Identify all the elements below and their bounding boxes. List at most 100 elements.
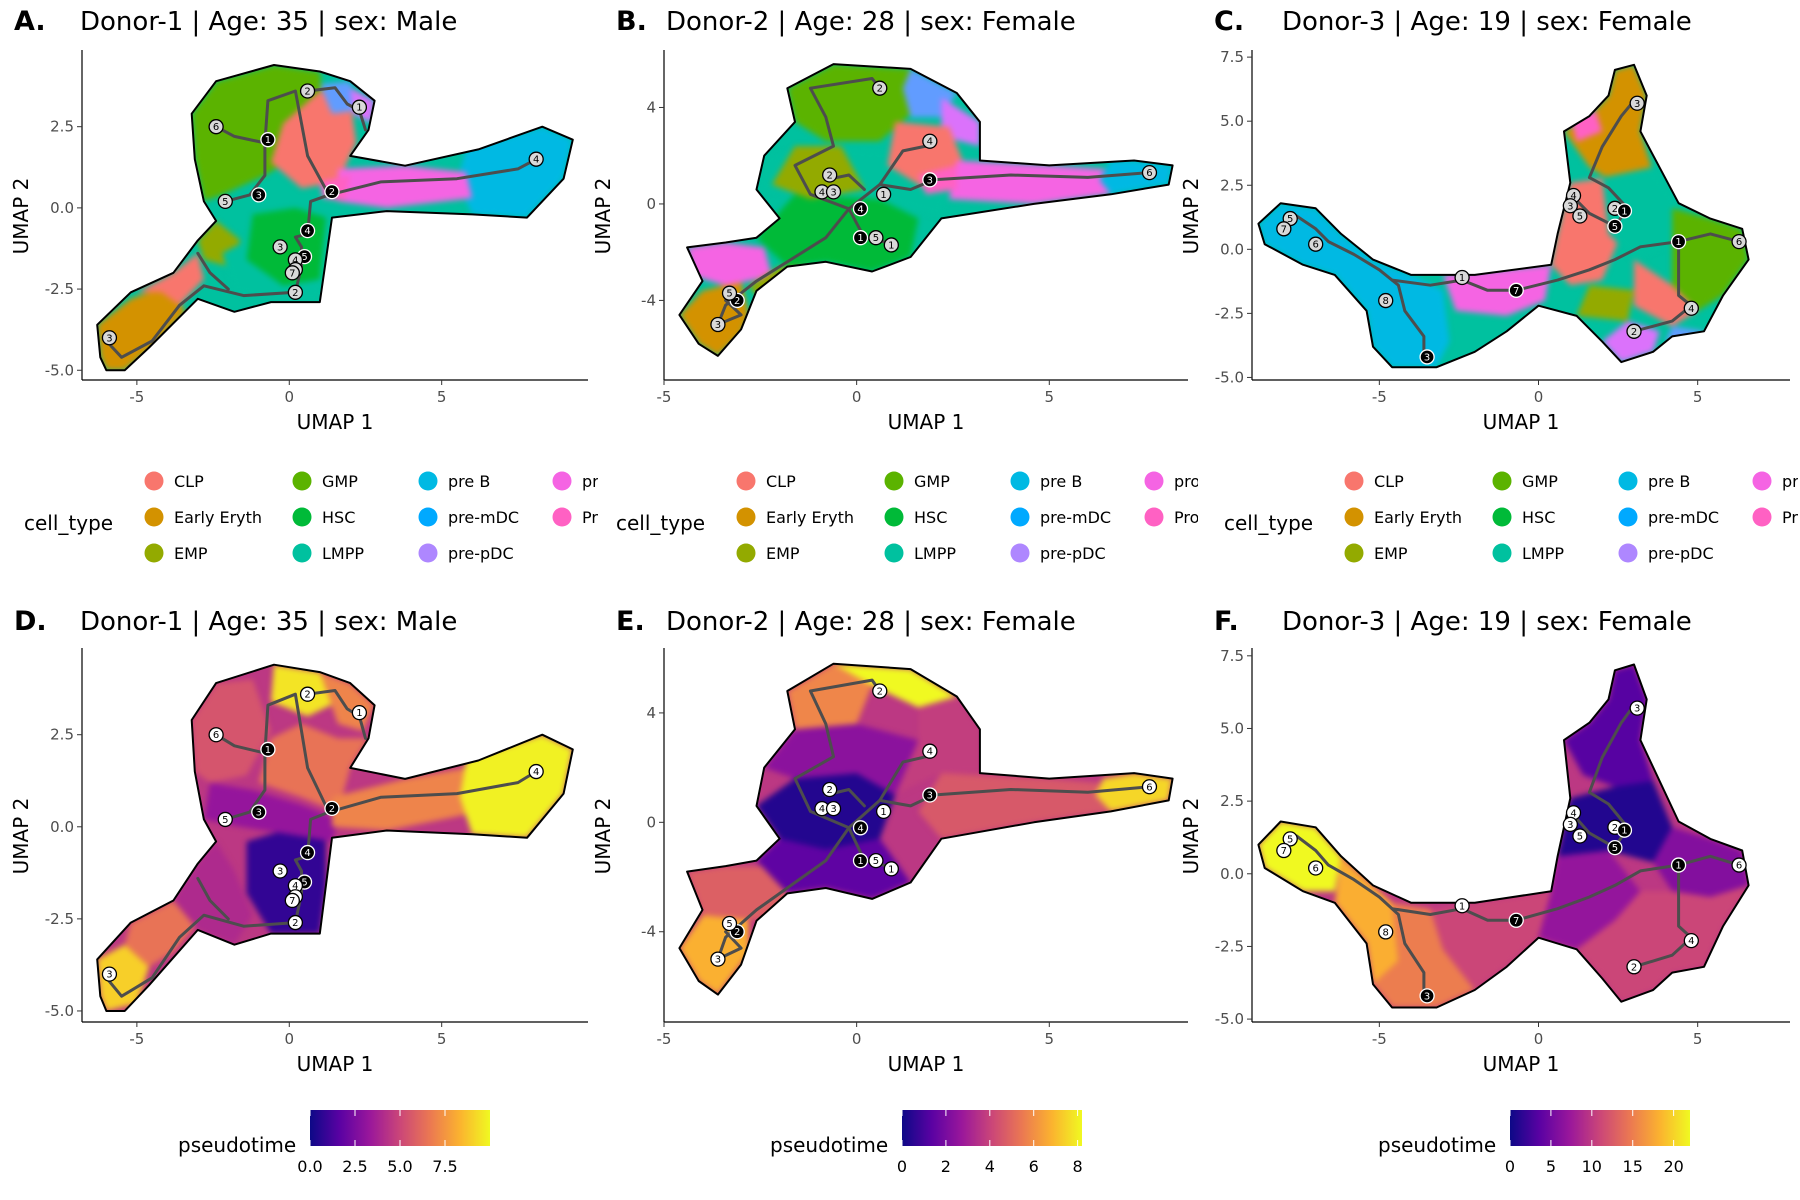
y-tick-label: -2.5	[1215, 304, 1244, 322]
legend-title: pseudotime	[178, 1133, 296, 1157]
leaf-node	[1572, 828, 1588, 844]
colorbar-tick-label: 0.0	[297, 1157, 322, 1176]
node-label: 4	[304, 226, 310, 237]
node-label: 2	[292, 918, 298, 929]
node-label: 7	[1513, 286, 1519, 297]
branch-node	[260, 741, 276, 758]
branch-node	[1607, 218, 1623, 234]
leaf-node	[868, 230, 884, 246]
node-label: 5	[726, 919, 732, 930]
leaf-node	[1378, 924, 1394, 940]
legend-swatch	[884, 507, 904, 527]
panel-title: Donor-3 | Age: 19 | sex: Female	[1282, 607, 1692, 637]
cell-region	[338, 165, 473, 208]
node-label: 7	[289, 268, 295, 279]
cell-region	[764, 723, 942, 795]
panel-b: B. Donor-2 | Age: 28 | sex: Female4132246…	[591, 6, 1188, 434]
legend-swatch	[736, 543, 756, 563]
leaf-node	[721, 915, 738, 932]
legend-title: pseudotime	[1378, 1133, 1496, 1157]
cell-region	[1538, 850, 1641, 950]
trajectory-line	[1575, 817, 1617, 850]
colorbar-tick-label: 20	[1663, 1157, 1683, 1176]
leaf-node	[1572, 208, 1588, 224]
node-label: 3	[927, 175, 933, 186]
node-label: 1	[857, 233, 863, 244]
legend-label: LMPP	[322, 544, 364, 563]
leaf-node	[208, 727, 224, 743]
branch-node	[852, 820, 869, 836]
branch-node	[324, 800, 340, 817]
legend-swatch	[1144, 507, 1164, 527]
legend-swatch	[736, 471, 756, 491]
x-axis-title: UMAP 1	[1483, 1052, 1560, 1076]
y-tick-label: 0.0	[50, 199, 74, 217]
cloud-outline	[96, 64, 574, 372]
node-label: 4	[927, 137, 933, 148]
colorbar-tick-label: 4	[985, 1157, 995, 1176]
node-label: 3	[927, 790, 933, 801]
legend-swatch	[418, 471, 438, 491]
legend-swatch	[1618, 471, 1638, 491]
y-tick-label: -5.0	[45, 361, 74, 379]
y-tick-label: 0.0	[1220, 240, 1244, 258]
node-label: 3	[1567, 820, 1573, 831]
branch-node	[922, 787, 938, 803]
node-label: 3	[1424, 991, 1430, 1002]
legend-label: pre-mDC	[1040, 508, 1111, 527]
node-label: 1	[1459, 901, 1465, 912]
node-label: 5	[1287, 834, 1293, 845]
node-label: 1	[880, 190, 886, 201]
legend-label: EMP	[1374, 544, 1408, 563]
node-label: 6	[1312, 863, 1318, 874]
leaf-node	[284, 265, 300, 281]
leaf-node	[868, 852, 884, 869]
node-label: 5	[1287, 214, 1293, 225]
node-label: 1	[356, 103, 362, 114]
leaf-node	[1629, 700, 1645, 716]
region-layer	[1258, 664, 1749, 1008]
trajectory-line	[1575, 199, 1617, 228]
node-label: 2	[877, 687, 883, 698]
cell-region	[203, 782, 338, 842]
y-tick-label: 2.5	[1220, 176, 1244, 194]
leaf-node	[883, 237, 899, 253]
cell-region	[895, 696, 980, 795]
legend-label: pre-mDC	[1648, 508, 1719, 527]
node-label: 2	[1612, 204, 1618, 215]
x-tick-label: -5	[1372, 1030, 1387, 1048]
legend-swatch	[418, 543, 438, 563]
y-tick-label: -2.5	[45, 280, 74, 298]
legend-swatch	[1618, 543, 1638, 563]
cell-region	[332, 767, 479, 831]
legend-swatch	[1752, 471, 1772, 491]
node-label: 3	[1634, 99, 1640, 110]
legend-swatch	[144, 543, 164, 563]
legend-body: cell_type CLP Early Eryth EMP GMP HSC LMPP pre …	[616, 471, 1198, 563]
legend-label: pre-pDC	[1040, 544, 1106, 563]
node-label: 4	[927, 747, 933, 758]
node-label: 3	[1634, 704, 1640, 715]
colorbar-tick-label: 8	[1073, 1157, 1083, 1176]
legend-swatch	[1492, 471, 1512, 491]
leaf-node	[710, 316, 726, 333]
node-label: 5	[1577, 212, 1583, 223]
leaf-node	[872, 683, 888, 699]
legend-label: pre B	[448, 472, 490, 491]
node-label: 3	[256, 190, 262, 201]
leaf-node	[1282, 831, 1298, 847]
y-tick-label: 2.5	[50, 118, 74, 136]
panel-title: Donor-1 | Age: 35 | sex: Male	[80, 7, 457, 37]
panel-letter: B.	[616, 6, 647, 37]
cell-region	[258, 723, 369, 813]
node-label: 6	[1736, 861, 1742, 872]
y-tick-label: 0	[646, 195, 656, 213]
trajectory-line	[1295, 834, 1426, 998]
cell-cloud	[1258, 64, 1749, 368]
leaf-node	[1378, 292, 1394, 309]
x-tick-label: -5	[129, 388, 144, 406]
pseudotime-legend: pseudotime 0 5 10 15 20	[1378, 1110, 1690, 1176]
node-label: 3	[277, 242, 283, 253]
leaf-node	[528, 763, 544, 780]
x-tick-label: 5	[1693, 1030, 1703, 1048]
